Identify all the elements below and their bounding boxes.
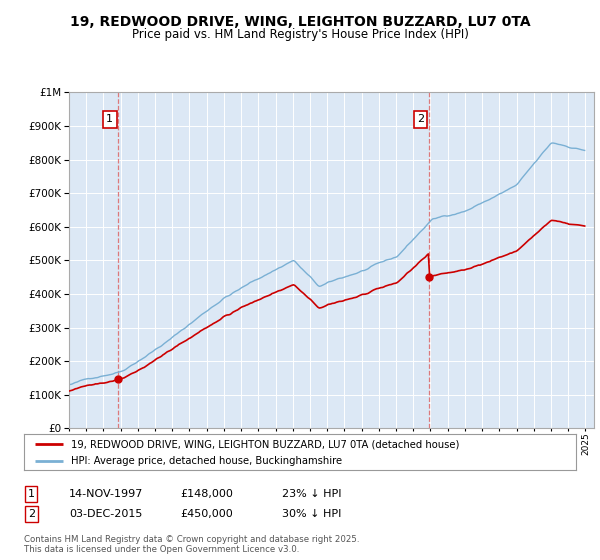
Text: 19, REDWOOD DRIVE, WING, LEIGHTON BUZZARD, LU7 0TA (detached house): 19, REDWOOD DRIVE, WING, LEIGHTON BUZZAR… (71, 439, 459, 449)
Text: £148,000: £148,000 (180, 489, 233, 499)
Text: 14-NOV-1997: 14-NOV-1997 (69, 489, 143, 499)
Text: 1: 1 (106, 114, 113, 124)
Text: 23% ↓ HPI: 23% ↓ HPI (282, 489, 341, 499)
Text: Contains HM Land Registry data © Crown copyright and database right 2025.
This d: Contains HM Land Registry data © Crown c… (24, 535, 359, 554)
Text: £450,000: £450,000 (180, 509, 233, 519)
Text: 19, REDWOOD DRIVE, WING, LEIGHTON BUZZARD, LU7 0TA: 19, REDWOOD DRIVE, WING, LEIGHTON BUZZAR… (70, 15, 530, 29)
Text: Price paid vs. HM Land Registry's House Price Index (HPI): Price paid vs. HM Land Registry's House … (131, 28, 469, 41)
Text: 2: 2 (28, 509, 35, 519)
Text: 2: 2 (417, 114, 424, 124)
Text: HPI: Average price, detached house, Buckinghamshire: HPI: Average price, detached house, Buck… (71, 456, 342, 466)
Text: 30% ↓ HPI: 30% ↓ HPI (282, 509, 341, 519)
Text: 03-DEC-2015: 03-DEC-2015 (69, 509, 142, 519)
Text: 1: 1 (28, 489, 35, 499)
